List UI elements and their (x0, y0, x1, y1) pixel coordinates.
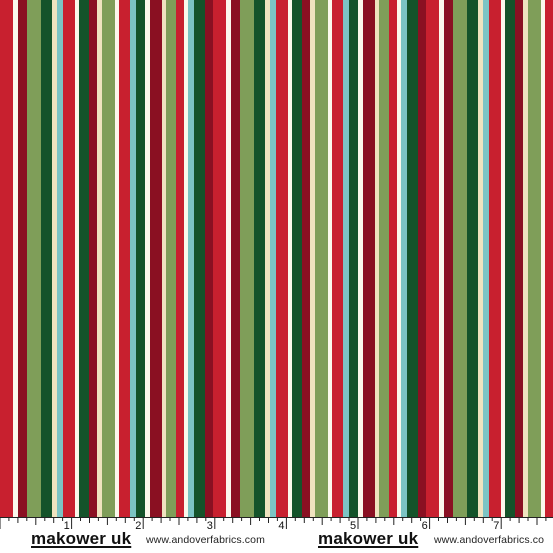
stripe-burgundy (231, 0, 241, 517)
stripe-white (13, 0, 19, 517)
stripe-cream (265, 0, 271, 517)
ruler-number: 7 (493, 520, 500, 532)
stripe-white (75, 0, 80, 517)
stripe-aqua (483, 0, 490, 517)
ruler-number: 6 (421, 520, 428, 532)
stripe-sage-green (528, 0, 542, 517)
stripe-aqua (401, 0, 408, 517)
inch-ruler: 1 2 3 4 5 6 7 makower uk www.andoverfabrics.co… (0, 517, 553, 553)
stripe-sage-green (453, 0, 468, 517)
stripe-red (213, 0, 227, 517)
stripe-sage-green (166, 0, 177, 517)
stripe-red (545, 0, 553, 517)
stripe-cream (162, 0, 167, 517)
stripe-red (332, 0, 344, 517)
stripe-white (288, 0, 293, 517)
stripe-sage-green (102, 0, 116, 517)
ruler-number: 5 (350, 520, 357, 532)
ruler-number: 3 (206, 520, 213, 532)
stripe-dark-green (349, 0, 359, 517)
brand-logo-left: makower uk (31, 529, 132, 548)
stripe-white (439, 0, 445, 517)
stripe-red (389, 0, 398, 517)
website-text-right: www.andoverfabrics.co (434, 534, 545, 546)
website-text-left: www.andoverfabrics.com (146, 534, 265, 546)
stripe-cream (523, 0, 529, 517)
stripe-dark-green (79, 0, 90, 517)
stripes-svg (0, 0, 553, 517)
ruler-number: 2 (135, 520, 142, 532)
stripe-burgundy (89, 0, 98, 517)
ruler-number: 4 (278, 520, 285, 532)
stripe-red (426, 0, 440, 517)
stripe-aqua (130, 0, 137, 517)
stripe-dark-green (136, 0, 146, 517)
stripe-red (276, 0, 289, 517)
stripe-cream (478, 0, 484, 517)
ruler-number: 1 (63, 520, 70, 532)
stripe-dark-green (292, 0, 303, 517)
stripe-sage-green (315, 0, 329, 517)
stripe-dark-green (407, 0, 419, 517)
stripe-red (119, 0, 131, 517)
stripe-dark-green (467, 0, 479, 517)
stripe-red (176, 0, 185, 517)
stripe-cream (52, 0, 58, 517)
ruler-ticks (0, 517, 553, 529)
stripe-dark-green (505, 0, 516, 517)
stripe-cream (97, 0, 103, 517)
stripe-white (184, 0, 189, 517)
stripe-white (328, 0, 333, 517)
stripe-burgundy (515, 0, 524, 517)
stripe-white (541, 0, 546, 517)
stripe-burgundy (150, 0, 163, 517)
stripe-burgundy (444, 0, 454, 517)
stripe-white (226, 0, 232, 517)
stripe-red (63, 0, 76, 517)
stripe-white (358, 0, 364, 517)
stripe-white (397, 0, 402, 517)
stripe-white (145, 0, 151, 517)
stripe-sage-green (240, 0, 255, 517)
stripe-dark-green (254, 0, 266, 517)
stripe-aqua (188, 0, 195, 517)
stripe-cream (375, 0, 380, 517)
stripe-red (0, 0, 14, 517)
stripe-sage-green (27, 0, 42, 517)
stripe-red (489, 0, 502, 517)
stripe-burgundy (418, 0, 427, 517)
stripe-burgundy (363, 0, 376, 517)
brand-logo-right: makower uk (318, 529, 419, 548)
stripe-aqua (57, 0, 64, 517)
stripe-cream (310, 0, 316, 517)
stripe-pattern (0, 0, 553, 517)
stripe-burgundy (205, 0, 214, 517)
stripe-dark-green (41, 0, 53, 517)
stripe-burgundy (302, 0, 311, 517)
stripe-dark-green (194, 0, 206, 517)
stripe-aqua (343, 0, 350, 517)
stripe-burgundy (18, 0, 28, 517)
stripe-white (501, 0, 506, 517)
stripe-sage-green (379, 0, 390, 517)
stripe-aqua (270, 0, 277, 517)
stripe-white (115, 0, 120, 517)
